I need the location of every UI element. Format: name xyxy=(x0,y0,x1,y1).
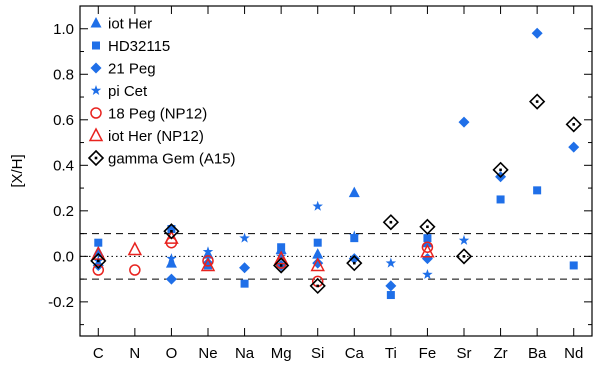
y-tick-label: 0.2 xyxy=(53,203,74,220)
point-gamma-gem-a15-zr xyxy=(492,161,509,178)
point-gamma-gem-a15-ti xyxy=(382,214,399,231)
point-gamma-gem-a15-ca xyxy=(346,255,363,272)
x-tick-label-si: Si xyxy=(311,345,324,362)
point-gamma-gem-a15-nd xyxy=(565,116,582,133)
x-tick-label-n: N xyxy=(129,345,140,362)
point-iot-her-np12-n xyxy=(127,241,143,256)
legend-label-iot-her-np12: iot Her (NP12) xyxy=(108,128,204,145)
point-18-peg-np12-c xyxy=(92,264,105,276)
x-tick-label-nd: Nd xyxy=(564,345,583,362)
y-axis: -0.2 0.0 0.2 0.4 0.6 0.8 1.0 xyxy=(48,21,592,326)
point-pi-cet-o xyxy=(166,253,177,264)
point-pi-cet-na xyxy=(239,232,250,243)
point-gamma-gem-a15-mg xyxy=(273,257,290,274)
point-21-peg-ca xyxy=(348,253,360,265)
point-21-peg-sr xyxy=(458,116,470,128)
point-pi-cet-si xyxy=(312,200,323,211)
x-tick-label-fe: Fe xyxy=(419,345,437,362)
point-hd32115-zr xyxy=(496,195,505,204)
legend-marker-iot-her xyxy=(90,17,102,28)
x-tick-label-zr: Zr xyxy=(493,345,507,362)
legend-marker-18-peg-np12 xyxy=(90,107,102,119)
y-tick-label: 0.8 xyxy=(53,66,74,83)
reference-lines xyxy=(80,233,592,280)
legend-marker-hd32115 xyxy=(92,41,100,50)
point-hd32115-ba xyxy=(533,186,542,195)
legend-label-18-peg-np12: 18 Peg (NP12) xyxy=(108,106,207,123)
point-21-peg-nd xyxy=(568,141,580,153)
point-21-peg-o xyxy=(165,273,177,285)
legend-label-hd32115: HD32115 xyxy=(108,38,170,55)
point-18-peg-np12-ne xyxy=(202,255,214,267)
legend-label-gamma-gem-a15: gamma Gem (A15) xyxy=(108,151,236,168)
legend-marker-pi-cet xyxy=(90,85,102,95)
legend-label-21-peg: 21 Peg xyxy=(108,61,156,78)
y-tick-label: 0.6 xyxy=(53,112,74,129)
y-axis-label: [X/H] xyxy=(9,154,26,187)
point-21-peg-ti xyxy=(385,280,397,292)
x-tick-label-ba: Ba xyxy=(528,345,547,362)
point-hd32115-ca xyxy=(350,234,359,243)
data-points xyxy=(90,27,582,300)
point-iot-her-np12-c xyxy=(91,245,106,260)
legend-label-iot-her: iot Her xyxy=(108,16,152,33)
legend-marker-21-peg xyxy=(90,62,102,74)
point-iot-her-np12-ne xyxy=(200,257,216,272)
x-tick-label-na: Na xyxy=(235,345,255,362)
point-hd32115-c xyxy=(94,238,103,247)
point-pi-cet-ca xyxy=(349,230,360,241)
legend: iot Her HD32115 21 Peg pi Cet 18 Peg (NP12) i… xyxy=(87,16,236,168)
point-hd32115-si xyxy=(313,238,322,247)
point-iot-her-np12-si xyxy=(310,257,325,272)
point-21-peg-fe xyxy=(421,253,433,265)
point-18-peg-np12-fe xyxy=(421,241,434,253)
point-hd32115-fe xyxy=(423,234,432,243)
legend-marker-gamma-gem-a15 xyxy=(87,149,105,167)
x-tick-label-mg: Mg xyxy=(271,345,292,362)
point-hd32115-na xyxy=(240,279,249,288)
point-iot-her-si xyxy=(312,248,324,259)
point-iot-her-np12-o xyxy=(164,230,179,244)
y-tick-label: -0.2 xyxy=(48,294,74,311)
y-tick-label: 0.0 xyxy=(53,248,74,265)
point-hd32115-mg xyxy=(277,243,286,252)
legend-label-pi-cet: pi Cet xyxy=(108,83,148,100)
point-gamma-gem-a15-ba xyxy=(529,93,546,110)
point-iot-her-ca xyxy=(348,186,360,198)
point-gamma-gem-a15-sr xyxy=(455,248,473,265)
point-18-peg-np12-n xyxy=(129,264,141,276)
point-gamma-gem-a15-o xyxy=(163,223,180,240)
plot-frame xyxy=(79,5,593,337)
point-gamma-gem-a15-c xyxy=(90,252,107,270)
point-pi-cet-mg xyxy=(275,250,287,261)
x-tick-label-o: O xyxy=(166,345,178,362)
x-tick-label-c: C xyxy=(93,345,104,362)
y-tick-label: 0.4 xyxy=(53,157,74,174)
point-iot-her-np12-mg xyxy=(273,250,289,265)
x-axis: C N O Ne Na Mg Si Ca Ti Fe Sr Zr Ba Nd xyxy=(93,6,583,362)
x-tick-label-sr: Sr xyxy=(457,345,472,362)
point-pi-cet-ne xyxy=(202,246,214,257)
point-gamma-gem-a15-si xyxy=(309,277,326,295)
point-hd32115-o xyxy=(167,225,176,234)
point-21-peg-ba xyxy=(531,27,543,39)
point-gamma-gem-a15-fe xyxy=(419,218,436,235)
x-tick-label-ne: Ne xyxy=(198,345,217,362)
point-iot-her-o xyxy=(165,257,177,268)
point-21-peg-si xyxy=(312,257,324,269)
point-hd32115-nd xyxy=(569,261,578,270)
point-pi-cet-fe xyxy=(422,269,433,279)
point-pi-cet-ti xyxy=(385,257,397,268)
point-iot-her-np12-fe xyxy=(420,243,435,258)
x-tick-label-ti: Ti xyxy=(385,345,397,362)
legend-marker-iot-her-np12 xyxy=(88,127,104,142)
x-tick-label-ca: Ca xyxy=(345,345,365,362)
point-hd32115-ti xyxy=(386,291,395,300)
y-tick-label: 1.0 xyxy=(53,21,74,38)
point-pi-cet-sr xyxy=(458,234,470,245)
point-21-peg-na xyxy=(239,262,251,274)
